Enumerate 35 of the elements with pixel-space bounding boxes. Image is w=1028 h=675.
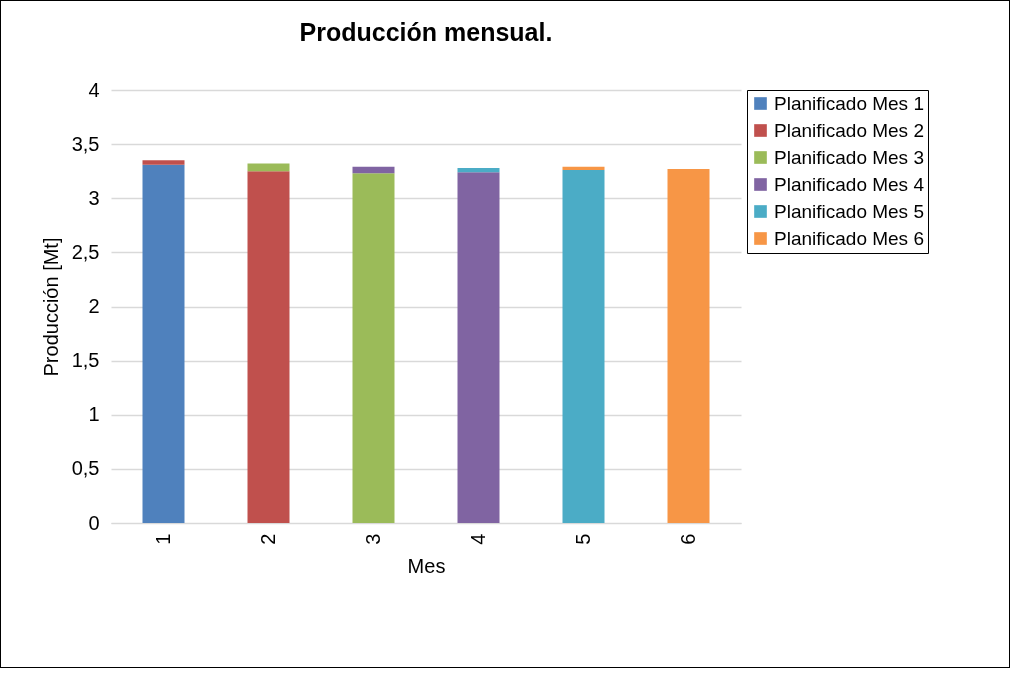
bar — [352, 173, 395, 523]
legend-label: Planificado Mes 6 — [774, 227, 924, 249]
y-tick-label: 0 — [88, 511, 100, 534]
x-tick-label: 1 — [151, 533, 174, 545]
y-tick-label: 2,5 — [71, 240, 100, 263]
bar — [562, 170, 605, 523]
y-tick-label: 2 — [88, 295, 100, 317]
y-tick-label: 1,5 — [71, 349, 100, 372]
chart-title: Producción mensual. — [299, 18, 553, 46]
x-tick-label: 2 — [256, 533, 279, 545]
bar — [352, 166, 395, 174]
x-tick-label: 4 — [466, 533, 489, 545]
y-tick-label: 1 — [88, 403, 100, 426]
x-tick-label: 3 — [361, 533, 384, 545]
y-axis-title: Producción [Mt] — [39, 237, 62, 377]
x-tick-label: 6 — [676, 533, 699, 545]
legend-label: Planificado Mes 3 — [774, 146, 924, 168]
legend-label: Planificado Mes 2 — [774, 119, 924, 141]
y-tick-label: 4 — [88, 78, 100, 101]
y-tick-label: 3,5 — [71, 132, 100, 155]
bar — [457, 167, 500, 173]
legend-label: Planificado Mes 1 — [774, 92, 924, 114]
y-tick-label: 0,5 — [71, 457, 100, 480]
bar — [247, 163, 290, 172]
bar — [562, 166, 605, 171]
bar — [667, 169, 710, 523]
y-tick-label: 3 — [88, 186, 100, 209]
bar — [142, 164, 185, 523]
legend-label: Planificado Mes 4 — [774, 173, 925, 195]
legend-label: Planificado Mes 5 — [774, 200, 924, 222]
x-tick-label: 5 — [571, 533, 594, 545]
bar — [247, 171, 290, 523]
bar — [142, 160, 185, 165]
x-axis-title: Mes — [407, 554, 446, 577]
bar — [457, 172, 500, 523]
